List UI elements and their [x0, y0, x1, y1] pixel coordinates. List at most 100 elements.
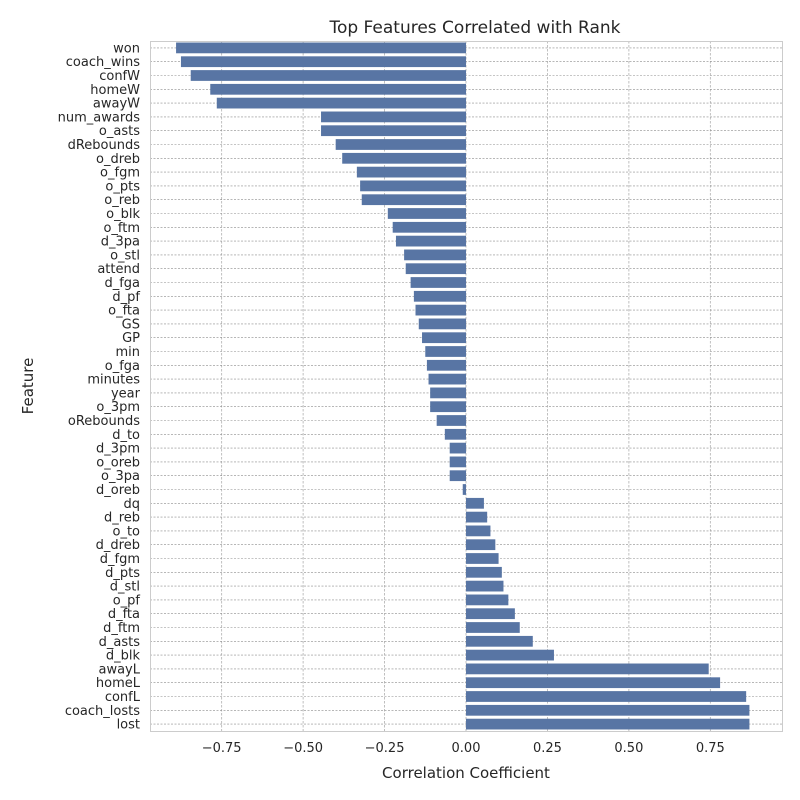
y-tick-label: d_reb: [104, 511, 140, 526]
y-tick-labels: woncoach_winsconfWhomeWawayWnum_awardso_…: [58, 41, 141, 732]
x-tick-label: 0.25: [533, 741, 562, 756]
y-axis-label: Feature: [19, 358, 37, 415]
bar-o_to: [466, 525, 491, 537]
y-tick-label: o_asts: [99, 124, 140, 139]
y-tick-label: d_pts: [105, 566, 140, 581]
y-tick-label: d_dreb: [96, 538, 140, 553]
y-tick-label: d_ftm: [103, 621, 140, 636]
bar-year: [430, 387, 466, 399]
y-tick-label: min: [115, 345, 140, 360]
bar-o_pts: [360, 180, 466, 192]
y-tick-label: confW: [99, 69, 140, 84]
bar-d_pf: [413, 290, 466, 302]
bar-d_oreb: [462, 484, 466, 495]
y-tick-label: o_ftm: [103, 221, 140, 236]
y-tick-label: d_pf: [112, 290, 140, 305]
bar-awayL: [466, 663, 709, 675]
y-tick-label: num_awards: [58, 110, 141, 125]
y-tick-label: o_pf: [113, 593, 141, 608]
y-tick-label: homeL: [96, 676, 141, 691]
y-tick-label: o_to: [112, 524, 140, 539]
bar-d_reb: [466, 511, 488, 523]
y-tick-label: o_oreb: [96, 455, 140, 470]
bars: [176, 42, 750, 730]
bar-o_stl: [404, 249, 466, 261]
chart-title: Top Features Correlated with Rank: [328, 18, 620, 38]
y-tick-label: oRebounds: [68, 414, 140, 429]
y-tick-label: homeW: [90, 83, 140, 98]
y-tick-label: d_to: [112, 428, 140, 443]
bar-o_fga: [426, 359, 466, 371]
y-tick-label: coach_losts: [65, 704, 140, 719]
y-tick-label: year: [111, 386, 141, 401]
y-tick-label: d_oreb: [96, 483, 140, 498]
x-tick-label: −0.25: [365, 741, 405, 756]
x-tick-label: 0.50: [614, 741, 643, 756]
y-tick-label: o_fta: [108, 304, 140, 319]
bar-d_fta: [466, 608, 515, 620]
bar-attend: [405, 263, 466, 275]
y-tick-label: o_reb: [104, 193, 140, 208]
y-tick-label: o_fgm: [100, 166, 140, 181]
bar-oRebounds: [436, 415, 466, 426]
bar-won: [176, 42, 466, 54]
y-tick-label: dq: [123, 497, 140, 512]
bar-o_pf: [466, 594, 509, 606]
y-tick-label: d_fga: [104, 276, 140, 291]
bar-confL: [466, 691, 747, 702]
bar-d_3pm: [449, 442, 466, 454]
bar-o_fgm: [356, 166, 466, 178]
x-tick-label: −0.75: [202, 741, 242, 756]
bar-d_to: [444, 428, 466, 440]
bar-homeW: [210, 83, 466, 95]
y-tick-label: d_fta: [108, 607, 140, 622]
x-tick-label: 0.00: [452, 741, 481, 756]
y-tick-label: d_3pa: [101, 235, 140, 250]
bar-o_oreb: [449, 456, 466, 468]
bar-o_reb: [361, 194, 466, 206]
bar-d_asts: [466, 635, 533, 647]
bar-num_awards: [321, 111, 466, 123]
bar-o_ftm: [392, 221, 466, 233]
y-tick-label: coach_wins: [66, 55, 140, 70]
y-tick-label: minutes: [87, 373, 140, 388]
y-tick-label: lost: [117, 718, 140, 733]
x-tick-label: −0.50: [283, 741, 323, 756]
bar-dRebounds: [335, 139, 466, 150]
y-tick-label: d_3pm: [96, 442, 140, 457]
y-tick-label: o_dreb: [96, 152, 140, 167]
y-tick-label: o_3pa: [101, 469, 140, 484]
bar-confW: [190, 70, 466, 81]
bar-d_dreb: [466, 539, 496, 551]
bar-d_fgm: [466, 553, 499, 564]
y-tick-label: awayL: [98, 662, 140, 677]
bar-d_3pa: [395, 235, 466, 247]
y-tick-label: d_blk: [106, 649, 141, 664]
x-tick-labels: −0.75 −0.50 −0.25 0.00 0.25 0.50 0.75: [202, 741, 725, 756]
y-tick-label: o_3pm: [96, 400, 140, 415]
bar-o_dreb: [342, 152, 466, 164]
y-tick-label: awayW: [93, 97, 140, 112]
bar-d_stl: [466, 580, 504, 592]
y-tick-label: confL: [105, 690, 141, 705]
bar-dq: [466, 497, 484, 509]
bar-coach_losts: [466, 704, 750, 716]
bar-o_3pa: [449, 470, 466, 482]
y-tick-label: o_pts: [105, 179, 140, 194]
y-tick-label: o_fga: [105, 359, 140, 374]
y-tick-label: won: [113, 41, 140, 56]
bar-GP: [422, 332, 466, 344]
bar-d_fga: [410, 277, 466, 288]
y-tick-label: o_stl: [110, 248, 140, 263]
bar-d_ftm: [466, 622, 520, 633]
y-tick-label: d_asts: [99, 635, 141, 650]
plot-frame: [150, 41, 783, 732]
bar-minutes: [428, 373, 466, 385]
bar-lost: [466, 718, 750, 730]
x-tick-label: 0.75: [696, 741, 725, 756]
y-tick-label: o_blk: [106, 207, 140, 222]
bar-min: [425, 346, 466, 357]
bar-d_blk: [466, 649, 554, 661]
y-tick-label: attend: [97, 262, 140, 277]
